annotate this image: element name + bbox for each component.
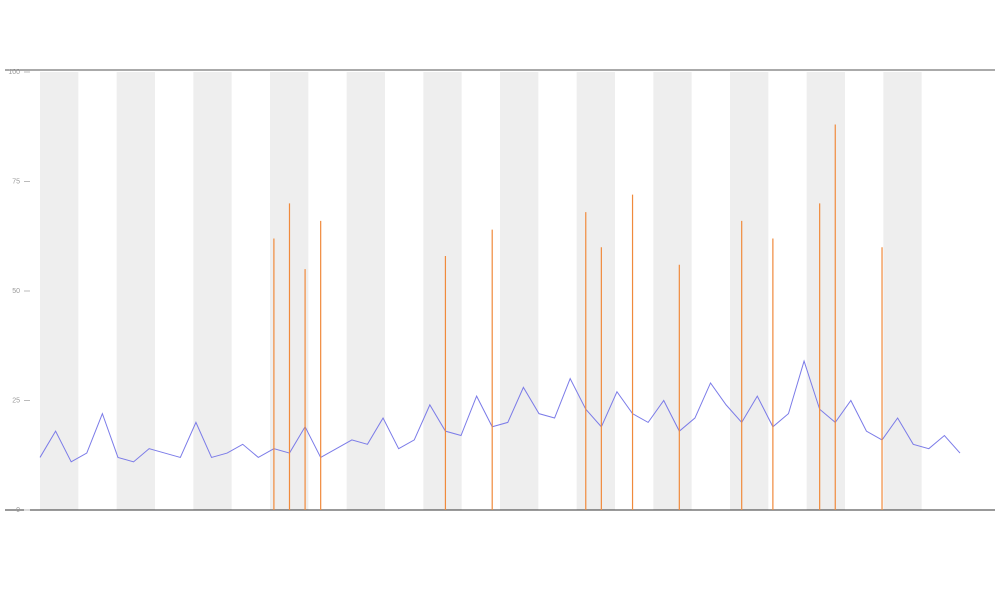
band [883, 72, 922, 510]
y-tick-label: 50 [12, 288, 20, 295]
band [346, 72, 385, 510]
band [116, 72, 155, 510]
band [500, 72, 539, 510]
band [806, 72, 845, 510]
band [576, 72, 615, 510]
band [40, 72, 79, 510]
band [653, 72, 692, 510]
y-tick-label: 0 [16, 507, 20, 514]
band [193, 72, 232, 510]
band [423, 72, 462, 510]
y-tick-label: 25 [12, 397, 20, 404]
band [730, 72, 769, 510]
y-tick-label: 75 [12, 178, 20, 185]
y-tick-label: 100 [8, 69, 20, 76]
line [39, 359, 961, 463]
